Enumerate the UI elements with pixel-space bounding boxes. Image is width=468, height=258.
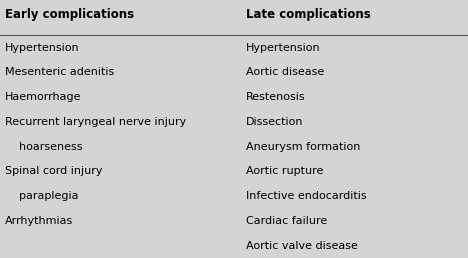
- Text: Restenosis: Restenosis: [246, 92, 305, 102]
- Text: hoarseness: hoarseness: [5, 142, 82, 152]
- Text: Arrhythmias: Arrhythmias: [5, 216, 73, 226]
- Text: Hypertension: Hypertension: [5, 43, 79, 53]
- Text: Dissection: Dissection: [246, 117, 303, 127]
- Text: Hypertension: Hypertension: [246, 43, 320, 53]
- Text: Haemorrhage: Haemorrhage: [5, 92, 81, 102]
- Text: Aortic rupture: Aortic rupture: [246, 166, 323, 176]
- Text: Mesenteric adenitis: Mesenteric adenitis: [5, 67, 114, 77]
- Text: Early complications: Early complications: [5, 8, 134, 21]
- Text: Late complications: Late complications: [246, 8, 371, 21]
- Text: Spinal cord injury: Spinal cord injury: [5, 166, 102, 176]
- Text: Cardiac failure: Cardiac failure: [246, 216, 327, 226]
- Text: Aneurysm formation: Aneurysm formation: [246, 142, 360, 152]
- Text: Aortic disease: Aortic disease: [246, 67, 324, 77]
- Text: Recurrent laryngeal nerve injury: Recurrent laryngeal nerve injury: [5, 117, 186, 127]
- Text: paraplegia: paraplegia: [5, 191, 78, 201]
- Text: Infective endocarditis: Infective endocarditis: [246, 191, 366, 201]
- Text: Aortic valve disease: Aortic valve disease: [246, 241, 358, 251]
